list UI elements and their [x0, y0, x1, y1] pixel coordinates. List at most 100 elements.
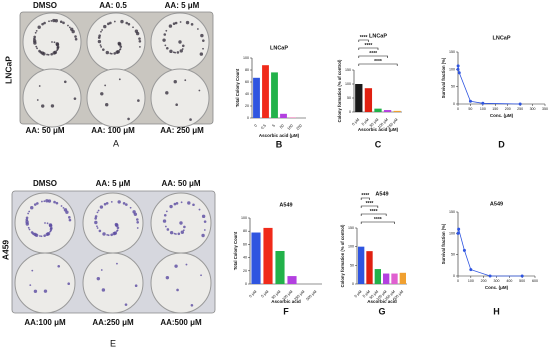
significance-label: **** [370, 209, 378, 215]
colony [56, 46, 60, 50]
colony [110, 52, 113, 55]
x-tick-label: 100 [480, 107, 486, 111]
colony [125, 203, 128, 206]
bar [287, 276, 297, 284]
bar [355, 84, 363, 112]
y-tick-label: 100 [243, 56, 249, 60]
colony [31, 269, 34, 272]
colony [67, 282, 71, 286]
well [22, 68, 82, 128]
colony [166, 228, 170, 231]
colony [60, 205, 63, 207]
colony [50, 52, 53, 56]
x-tick-label: 0 [254, 124, 258, 128]
x-axis-label: Ascorbic acid [367, 299, 397, 304]
colony [203, 229, 206, 231]
colony [113, 20, 116, 23]
colony [180, 230, 185, 234]
colony [50, 104, 55, 108]
colony [136, 227, 139, 229]
colony [138, 40, 142, 43]
colony [62, 21, 65, 25]
colony [107, 234, 110, 237]
panel-letter: H [493, 306, 500, 316]
chart-title: LNCaP [270, 45, 288, 51]
well-label: DMSO [33, 1, 57, 10]
point [469, 268, 473, 272]
colony [41, 200, 43, 203]
colony [99, 44, 102, 47]
colony [122, 202, 126, 205]
well-label: AA: 50 μM [25, 126, 64, 135]
colony [162, 38, 166, 42]
x-tick-label: 600 [532, 279, 538, 283]
colony [164, 225, 167, 228]
y-tick-label: 80 [245, 68, 249, 72]
y-tick-label: 150 [348, 226, 354, 230]
colony [30, 206, 34, 210]
x-axis-label: Conc. (μM) [490, 113, 514, 118]
colony [68, 26, 71, 29]
colony [105, 201, 109, 205]
colony [168, 24, 173, 28]
colony [100, 92, 104, 96]
x-axis-label: Ascorbic acid [271, 299, 301, 304]
colony [36, 99, 39, 101]
bar [358, 246, 365, 284]
colony [115, 50, 119, 54]
colony [136, 220, 139, 224]
colony [98, 34, 101, 37]
colony [105, 50, 110, 55]
colony [39, 235, 41, 237]
panel-letter: E [110, 338, 116, 348]
y-tick-label: 0 [349, 110, 351, 114]
colony [174, 21, 178, 25]
panel-letter: C [375, 139, 382, 149]
colony [181, 44, 185, 48]
colony [47, 53, 50, 56]
colony [73, 97, 77, 100]
well-label: AA: 5 μM [96, 179, 131, 188]
x-tick-label: 250 μM [384, 290, 396, 302]
colony [137, 99, 140, 102]
panel-letter: D [498, 139, 505, 149]
colony [109, 52, 112, 55]
colony [178, 40, 182, 44]
colony [28, 228, 31, 231]
y-tick-label: 40 [243, 256, 247, 260]
colony [196, 28, 199, 30]
y-tick-label: 60 [245, 80, 249, 84]
colony [200, 274, 202, 277]
colony [97, 39, 102, 44]
x-tick-label: 350 [542, 107, 548, 111]
well [150, 68, 210, 128]
bar [253, 77, 260, 118]
colony [63, 80, 67, 84]
significance-bracket [360, 197, 370, 200]
colony [164, 44, 167, 47]
colony [106, 233, 109, 236]
chart-title: A549 [490, 201, 503, 207]
significance-bracket [358, 39, 369, 42]
colony [27, 212, 30, 215]
colony [129, 206, 132, 209]
colony [198, 89, 201, 92]
x-tick-label: 200 [481, 279, 487, 283]
colony [117, 200, 121, 204]
cell-line-label: LNCaP [3, 56, 13, 84]
colony [165, 46, 169, 50]
colony [200, 33, 204, 38]
colony [116, 262, 118, 265]
colony [67, 24, 69, 27]
colony [44, 222, 46, 224]
x-axis-label: Ascorbic acid (μM) [259, 133, 300, 138]
colony [33, 289, 38, 293]
significance-label: **** [365, 43, 373, 49]
colony [25, 216, 29, 220]
colony [181, 48, 184, 50]
bar [393, 110, 401, 112]
colony [189, 118, 192, 121]
colony [201, 233, 205, 238]
colony [33, 203, 37, 206]
y-tick-label: 60 [243, 242, 247, 246]
